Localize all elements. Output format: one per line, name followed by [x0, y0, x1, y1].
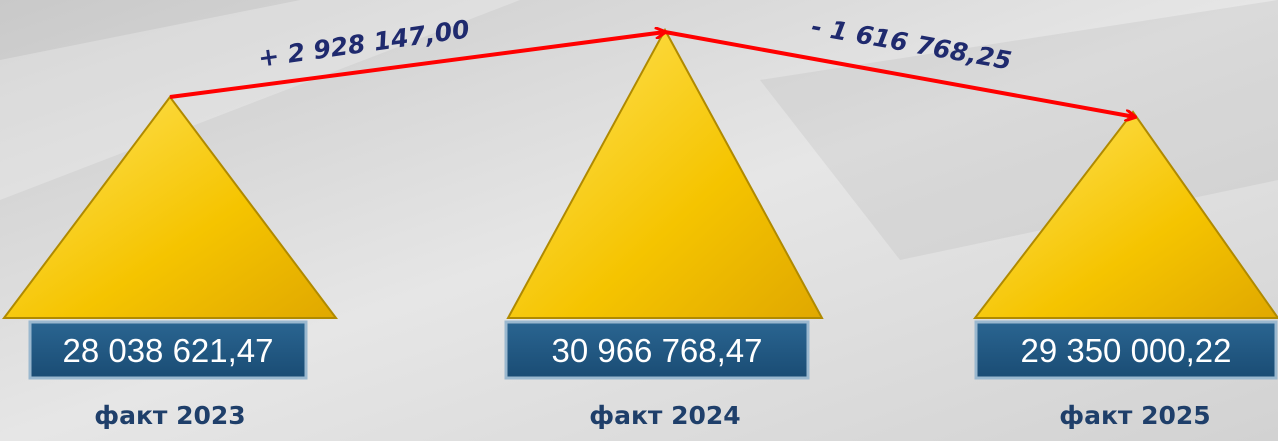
triangle: [1, 95, 339, 319]
triangle: [506, 27, 824, 319]
year-label: факт 2024: [589, 401, 740, 430]
value-box: [504, 320, 810, 380]
value-box: [974, 320, 1278, 380]
triangle: [972, 110, 1278, 319]
arrow: [169, 32, 665, 99]
value-text: 29 350 000,22: [1020, 332, 1231, 369]
year-label: факт 2025: [1059, 401, 1210, 430]
arrow: [664, 30, 1135, 117]
value-text: 28 038 621,47: [62, 332, 273, 369]
value-text: 30 966 768,47: [551, 332, 762, 369]
year-label: факт 2023: [94, 401, 245, 430]
value-box: [28, 320, 308, 380]
